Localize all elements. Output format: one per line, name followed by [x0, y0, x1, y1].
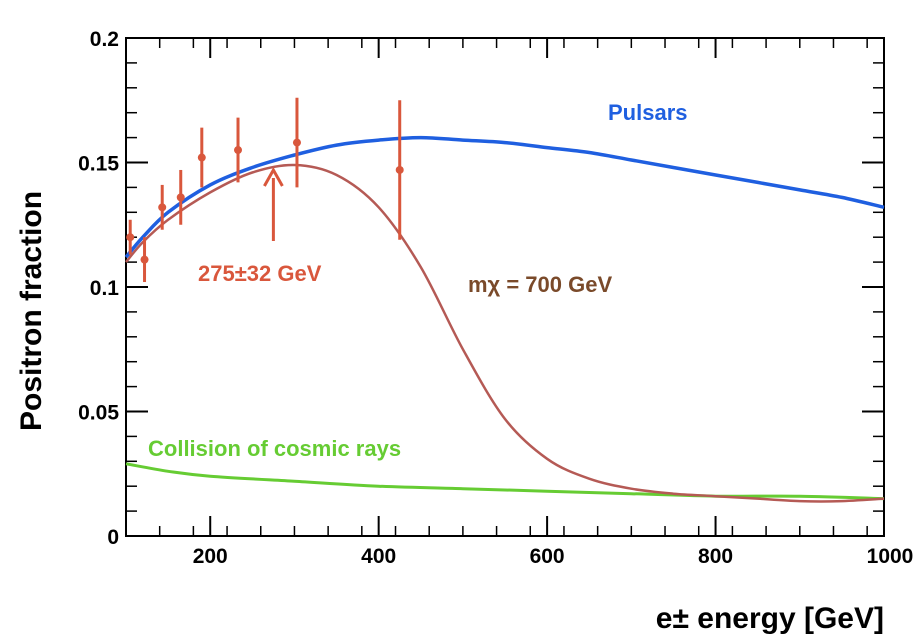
x-tick-label: 800	[698, 545, 733, 568]
axis-ticks	[125, 37, 885, 537]
y-tick-label: 0.05	[78, 402, 119, 425]
dark-matter-curve	[125, 163, 885, 503]
tick-labels: 200 400 600 800 1000 0 0.05 0.1 0.15 0.2	[78, 28, 913, 568]
x-tick-label: 200	[193, 545, 228, 568]
y-tick-label: 0.1	[90, 277, 120, 300]
data-point	[197, 153, 206, 162]
measurements	[126, 97, 404, 283]
data-point	[176, 193, 185, 202]
cosmic-rays-label: Collision of cosmic rays	[148, 436, 401, 461]
data-point	[234, 146, 243, 155]
peak-arrow-head	[263, 166, 284, 187]
data-point	[158, 203, 167, 212]
curves	[124, 135, 885, 503]
pulsars-curve	[124, 135, 885, 259]
y-tick-label: 0.2	[90, 28, 119, 51]
pulsars-label: Pulsars	[608, 100, 688, 125]
y-axis-title: Positron fraction	[15, 191, 48, 431]
data-point	[395, 165, 404, 174]
x-tick-label: 1000	[867, 545, 914, 568]
dark-matter-label: mχ = 700 GeV	[468, 272, 612, 297]
y-tick-label: 0.15	[78, 153, 119, 176]
data-point	[126, 233, 135, 242]
y-tick-label: 0	[107, 526, 119, 549]
peak-marker-group	[263, 166, 284, 241]
cosmic-rays-curve	[125, 462, 885, 501]
data-point	[140, 255, 149, 264]
x-tick-label: 400	[361, 545, 396, 568]
x-axis-title: e± energy [GeV]	[656, 602, 884, 635]
data-point	[292, 138, 301, 147]
x-tick-label: 600	[530, 545, 565, 568]
peak-energy-label: 275±32 GeV	[198, 261, 322, 286]
